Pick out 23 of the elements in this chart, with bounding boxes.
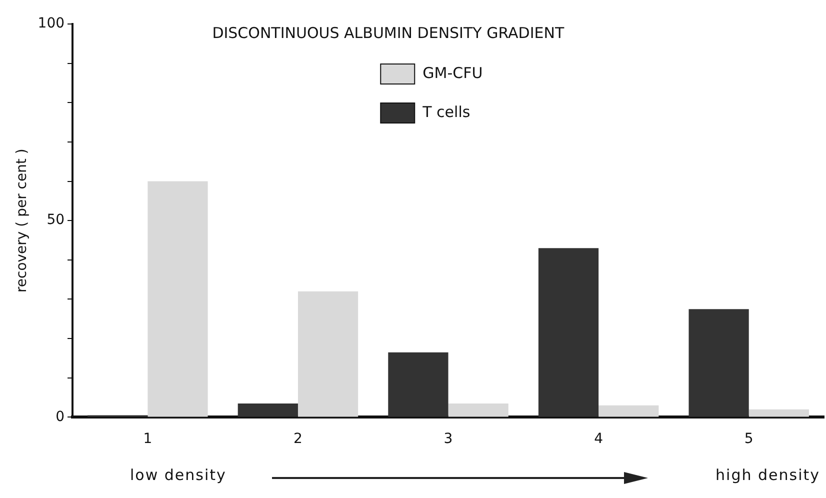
bar [688, 309, 749, 417]
bar [298, 291, 358, 417]
bar [748, 409, 809, 417]
y-axis-title: recovery ( per cent ) [14, 148, 30, 293]
bar [148, 181, 208, 417]
x-tick-label: 4 [594, 431, 604, 448]
chart-title: DISCONTINUOUS ALBUMIN DENSITY GRADIENT [212, 24, 565, 42]
bar [538, 248, 599, 417]
text: high density [716, 466, 820, 484]
bar [448, 403, 508, 417]
x-tick-label: 2 [294, 431, 302, 448]
y-tick-label: 100 [38, 16, 65, 32]
legend-label: T cells [422, 102, 470, 121]
x-tick-label: 5 [744, 431, 754, 448]
x-tick-label: 3 [444, 431, 453, 448]
text: low density [130, 466, 226, 484]
y-tick-label: 0 [56, 408, 65, 425]
y-tick-label: 50 [46, 212, 65, 228]
x-tick-label: 1 [143, 431, 152, 448]
bar [598, 405, 659, 417]
legend-label: GM-CFU [422, 64, 483, 82]
bar [388, 352, 448, 417]
bar [238, 403, 298, 417]
